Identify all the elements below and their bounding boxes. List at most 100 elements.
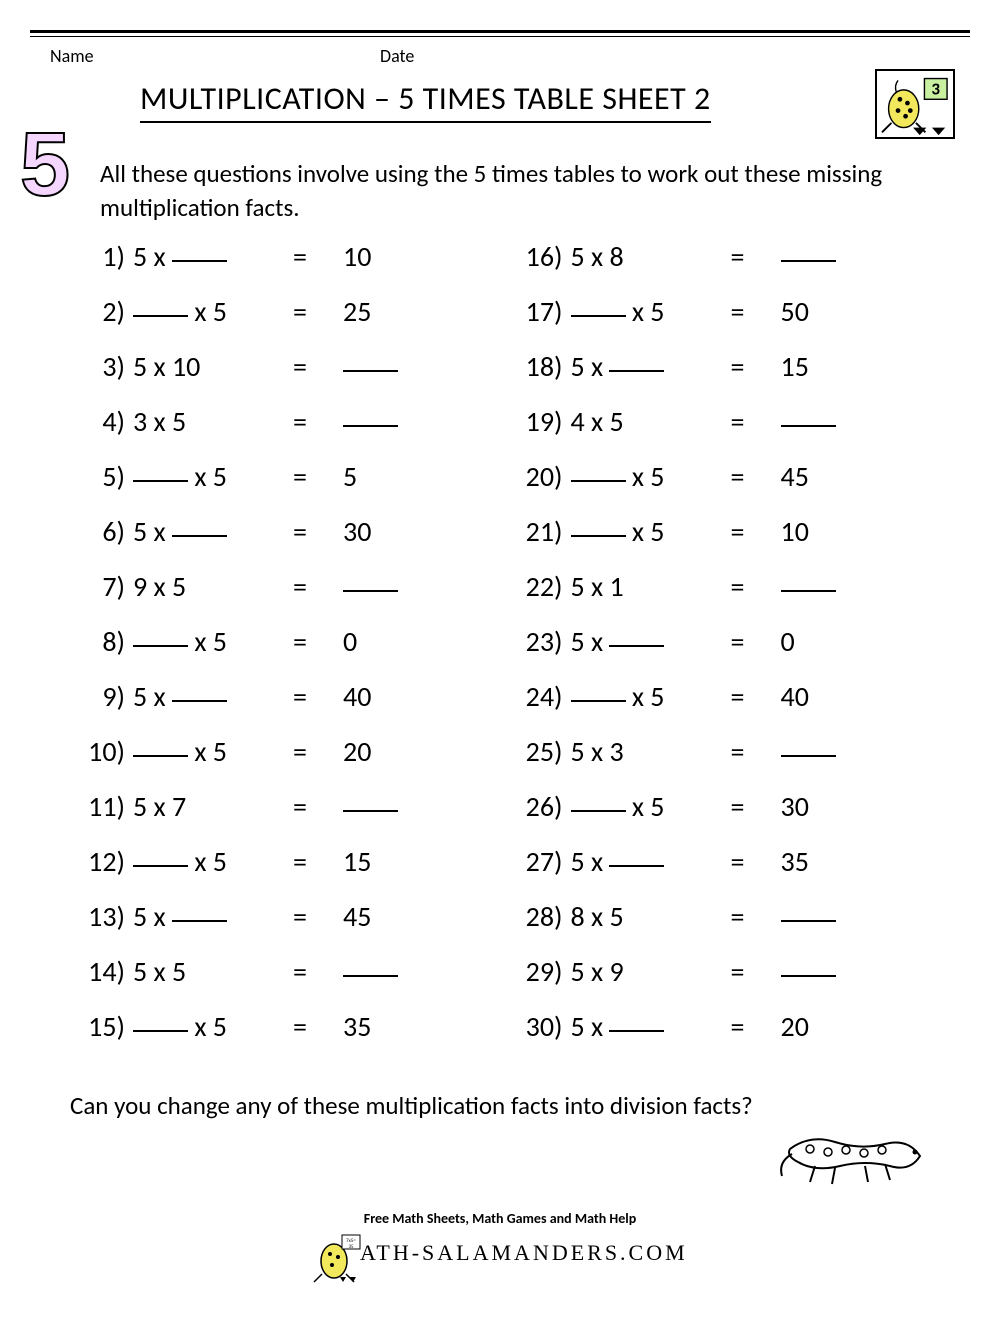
problem-result xyxy=(343,573,403,601)
problem-number: 29) xyxy=(513,958,571,986)
problem-result: 35 xyxy=(343,1013,403,1041)
problem-number: 15) xyxy=(75,1013,133,1041)
problem-result: 0 xyxy=(343,628,403,656)
problem-row: 21) x 5=10 xyxy=(513,518,951,546)
site-footer: Free Math Sheets, Math Games and Math He… xyxy=(0,1210,1000,1284)
problem-expression: x 5 xyxy=(571,683,731,711)
problem-number: 21) xyxy=(513,518,571,546)
footer-site-name: ATH-SALAMANDERS.COM xyxy=(360,1240,688,1266)
problem-result xyxy=(781,243,841,271)
problem-row: 23)5 x =0 xyxy=(513,628,951,656)
problem-result: 15 xyxy=(343,848,403,876)
problem-expression: 5 x 3 xyxy=(571,738,731,766)
problem-result: 35 xyxy=(781,848,841,876)
problem-row: 25)5 x 3= xyxy=(513,738,951,766)
problem-row: 11)5 x 7= xyxy=(75,793,513,821)
equals-sign: = xyxy=(731,408,781,436)
equals-sign: = xyxy=(293,243,343,271)
equals-sign: = xyxy=(293,1013,343,1041)
date-label: Date xyxy=(380,45,414,67)
problem-expression: 5 x xyxy=(571,628,731,656)
problem-expression: x 5 xyxy=(571,463,731,491)
problem-row: 3)5 x 10= xyxy=(75,353,513,381)
equals-sign: = xyxy=(293,628,343,656)
problem-expression: 3 x 5 xyxy=(133,408,293,436)
problem-expression: 5 x xyxy=(133,683,293,711)
equals-sign: = xyxy=(293,353,343,381)
equals-sign: = xyxy=(731,298,781,326)
problem-number: 1) xyxy=(75,243,133,271)
problem-result: 20 xyxy=(343,738,403,766)
problem-result xyxy=(343,408,403,436)
svg-text:35: 35 xyxy=(349,1244,355,1250)
page-title: MULTIPLICATION – 5 TIMES TABLE SHEET 2 xyxy=(140,79,711,123)
equals-sign: = xyxy=(293,848,343,876)
problem-row: 27)5 x =35 xyxy=(513,848,951,876)
problem-row: 28)8 x 5= xyxy=(513,903,951,931)
problem-expression: 5 x 5 xyxy=(133,958,293,986)
problem-row: 9)5 x =40 xyxy=(75,683,513,711)
problem-row: 30)5 x =20 xyxy=(513,1013,951,1041)
problem-expression: x 5 xyxy=(571,793,731,821)
problem-number: 14) xyxy=(75,958,133,986)
equals-sign: = xyxy=(731,848,781,876)
problem-expression: 5 x xyxy=(133,243,293,271)
equals-sign: = xyxy=(731,628,781,656)
problem-row: 1)5 x =10 xyxy=(75,243,513,271)
problem-result: 20 xyxy=(781,1013,841,1041)
problem-expression: 5 x xyxy=(571,848,731,876)
problem-expression: 9 x 5 xyxy=(133,573,293,601)
equals-sign: = xyxy=(293,298,343,326)
equals-sign: = xyxy=(731,958,781,986)
problem-number: 23) xyxy=(513,628,571,656)
footer-mascot-icon: 7x5= 35 xyxy=(312,1229,362,1284)
problem-expression: 8 x 5 xyxy=(571,903,731,931)
problem-number: 25) xyxy=(513,738,571,766)
problem-expression: 4 x 5 xyxy=(571,408,731,436)
problem-number: 12) xyxy=(75,848,133,876)
problem-expression: x 5 xyxy=(571,298,731,326)
problem-expression: 5 x 8 xyxy=(571,243,731,271)
problem-result xyxy=(781,573,841,601)
problem-result: 5 xyxy=(343,463,403,491)
equals-sign: = xyxy=(293,573,343,601)
grade-badge: 3 xyxy=(875,69,955,139)
problems-grid: 1)5 x =102) x 5=253)5 x 10=4)3 x 5=5) x … xyxy=(75,243,950,1068)
equals-sign: = xyxy=(731,353,781,381)
problem-number: 2) xyxy=(75,298,133,326)
problem-expression: 5 x 1 xyxy=(571,573,731,601)
problem-row: 4)3 x 5= xyxy=(75,408,513,436)
problem-expression: 5 x xyxy=(133,518,293,546)
problem-number: 17) xyxy=(513,298,571,326)
problem-number: 5) xyxy=(75,463,133,491)
problem-row: 16)5 x 8= xyxy=(513,243,951,271)
problem-row: 13)5 x =45 xyxy=(75,903,513,931)
problem-result: 10 xyxy=(343,243,403,271)
problem-row: 22)5 x 1= xyxy=(513,573,951,601)
problem-row: 17) x 5=50 xyxy=(513,298,951,326)
problem-result: 45 xyxy=(781,463,841,491)
problem-number: 4) xyxy=(75,408,133,436)
problem-row: 20) x 5=45 xyxy=(513,463,951,491)
name-label: Name xyxy=(50,45,380,67)
problem-number: 28) xyxy=(513,903,571,931)
problem-number: 20) xyxy=(513,463,571,491)
problem-result xyxy=(781,738,841,766)
problem-result: 25 xyxy=(343,298,403,326)
problem-result xyxy=(343,958,403,986)
problem-row: 18)5 x =15 xyxy=(513,353,951,381)
problem-number: 16) xyxy=(513,243,571,271)
problem-number: 3) xyxy=(75,353,133,381)
problem-expression: 5 x 10 xyxy=(133,353,293,381)
problem-expression: x 5 xyxy=(133,738,293,766)
equals-sign: = xyxy=(293,903,343,931)
equals-sign: = xyxy=(293,958,343,986)
problem-number: 6) xyxy=(75,518,133,546)
problem-expression: 5 x xyxy=(571,353,731,381)
problem-result: 30 xyxy=(781,793,841,821)
equals-sign: = xyxy=(731,903,781,931)
equals-sign: = xyxy=(731,1013,781,1041)
equals-sign: = xyxy=(293,738,343,766)
problem-result: 0 xyxy=(781,628,841,656)
equals-sign: = xyxy=(731,518,781,546)
